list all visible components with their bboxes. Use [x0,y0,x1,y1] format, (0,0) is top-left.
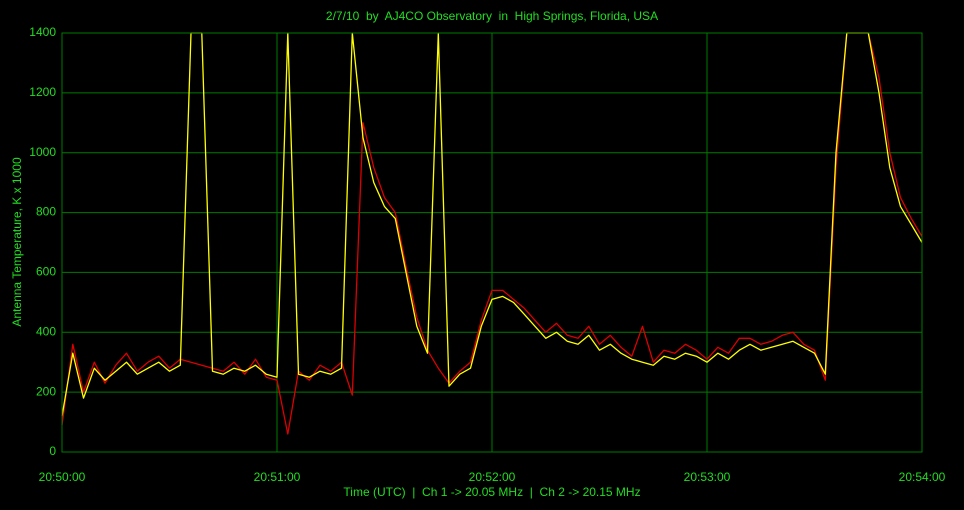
y-tick-label: 600 [36,265,56,279]
x-tick-label: 20:54:00 [899,470,946,484]
x-tick-label: 20:53:00 [684,470,731,484]
y-tick-label: 1400 [29,25,56,39]
y-tick-label: 200 [36,384,56,398]
x-tick-label: 20:51:00 [254,470,301,484]
y-axis-label: Antenna Temperature, K x 1000 [10,157,24,327]
plot-border [61,32,923,453]
y-tick-label: 800 [36,205,56,219]
x-tick-label: 20:52:00 [469,470,516,484]
series-line [61,32,923,417]
y-tick-label: 0 [49,444,56,458]
y-tick-label: 400 [36,324,56,338]
x-axis-label: Time (UTC) | Ch 1 -> 20.05 MHz | Ch 2 ->… [343,485,640,499]
series-line [61,32,923,435]
y-tick-label: 1200 [29,85,56,99]
y-tick-label: 1000 [29,145,56,159]
x-tick-label: 20:50:00 [39,470,86,484]
chart-title: 2/7/10 by AJ4CO Observatory in High Spri… [326,9,658,23]
